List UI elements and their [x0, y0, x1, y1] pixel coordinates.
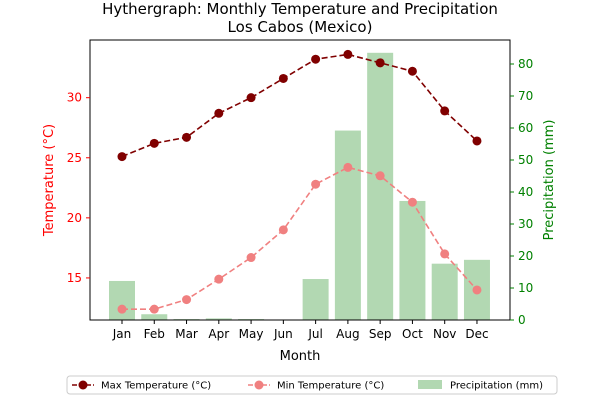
legend-swatch-marker: [78, 380, 88, 390]
x-tick-label: Apr: [208, 327, 229, 341]
x-tick-label: Aug: [336, 327, 359, 341]
temperature-lines: [117, 49, 482, 314]
left-tick-label: 20: [67, 211, 82, 225]
min-temp-point-nov: [440, 249, 450, 259]
precip-bar-aug: [334, 130, 361, 320]
right-tick-label: 0: [518, 313, 526, 327]
legend-item-max-temp: Max Temperature (°C): [72, 380, 211, 392]
right-tick-label: 20: [518, 249, 533, 263]
x-tick-label: Mar: [175, 327, 198, 341]
chart-title: Hythergraph: Monthly Temperature and Pre…: [102, 0, 498, 18]
x-axis: Jan Feb Mar Apr May Jun Jul Aug Sep Oct Nov Dec: [112, 320, 489, 341]
right-tick-label: 70: [518, 89, 533, 103]
precip-bar-apr: [205, 318, 232, 320]
max-temp-point-sep: [375, 58, 385, 68]
min-temp-point-oct: [407, 197, 417, 207]
max-temp-point-apr: [214, 108, 224, 118]
legend-swatch-bar: [418, 380, 442, 389]
right-tick-label: 10: [518, 281, 533, 295]
max-temp-point-jun: [278, 73, 288, 83]
max-temp-line: [121, 53, 478, 158]
max-temp-point-nov: [440, 106, 450, 116]
right-tick-label: 40: [518, 185, 533, 199]
right-axis-label: Precipitation (mm): [542, 120, 557, 241]
max-temp-point-mar: [182, 132, 192, 142]
right-y-axis: 0 10 20 30 40 50 60 70 80: [510, 57, 533, 327]
min-temp-point-jan: [117, 304, 127, 314]
min-temp-point-apr: [214, 274, 224, 284]
legend: Max Temperature (°C) Min Temperature (°C)…: [66, 375, 558, 395]
x-tick-label: Sep: [369, 327, 392, 341]
legend-item-min-temp: Min Temperature (°C): [248, 380, 384, 392]
min-temp-point-jun: [278, 225, 288, 235]
left-tick-label: 25: [67, 151, 82, 165]
min-temp-point-feb: [149, 304, 159, 314]
min-temp-point-jul: [311, 179, 321, 189]
right-tick-label: 80: [518, 57, 533, 71]
max-temp-point-jan: [117, 152, 127, 162]
max-temp-point-aug: [343, 49, 353, 59]
precipitation-bars: [109, 52, 490, 321]
x-tick-label: May: [239, 327, 264, 341]
x-tick-label: Dec: [465, 327, 488, 341]
x-tick-label: Feb: [144, 327, 165, 341]
max-temp-point-dec: [472, 136, 482, 146]
legend-label: Precipitation (mm): [450, 381, 543, 392]
left-tick-label: 30: [67, 91, 82, 105]
precip-bar-oct: [399, 200, 426, 320]
min-temp-point-mar: [182, 295, 192, 305]
left-y-axis: 15 20 25 30: [67, 91, 90, 285]
right-tick-label: 50: [518, 153, 533, 167]
x-tick-label: Nov: [433, 327, 456, 341]
legend-label: Min Temperature (°C): [277, 381, 384, 392]
max-temp-point-oct: [407, 66, 417, 76]
min-temp-point-sep: [375, 171, 385, 181]
min-temp-point-aug: [343, 162, 353, 172]
x-tick-label: Jun: [273, 327, 293, 341]
x-tick-label: Jul: [307, 327, 322, 341]
min-temp-point-dec: [472, 285, 482, 295]
chart-subtitle: Los Cabos (Mexico): [228, 18, 373, 36]
max-temp-point-feb: [149, 138, 159, 148]
right-tick-label: 60: [518, 121, 533, 135]
min-temp-line: [122, 166, 478, 310]
legend-label: Max Temperature (°C): [101, 381, 211, 392]
max-temp-point-may: [246, 93, 256, 103]
x-tick-label: Jan: [112, 327, 132, 341]
legend-swatch-marker: [254, 380, 264, 390]
legend-item-precip: Precipitation (mm): [418, 380, 543, 392]
left-axis-label: Temperature (°C): [42, 124, 57, 237]
min-temp-point-may: [246, 253, 256, 263]
x-tick-label: Oct: [402, 327, 423, 341]
left-tick-label: 15: [67, 271, 82, 285]
precip-bar-jan: [109, 280, 135, 320]
plot-frame: [89, 39, 511, 321]
precip-bar-jul: [302, 279, 329, 320]
right-tick-label: 30: [518, 217, 533, 231]
precip-bar-nov: [431, 263, 458, 320]
precip-bar-feb: [141, 314, 168, 320]
precip-bar-sep: [367, 52, 394, 321]
x-axis-label: Month: [280, 349, 321, 364]
max-temp-point-jul: [311, 54, 321, 64]
